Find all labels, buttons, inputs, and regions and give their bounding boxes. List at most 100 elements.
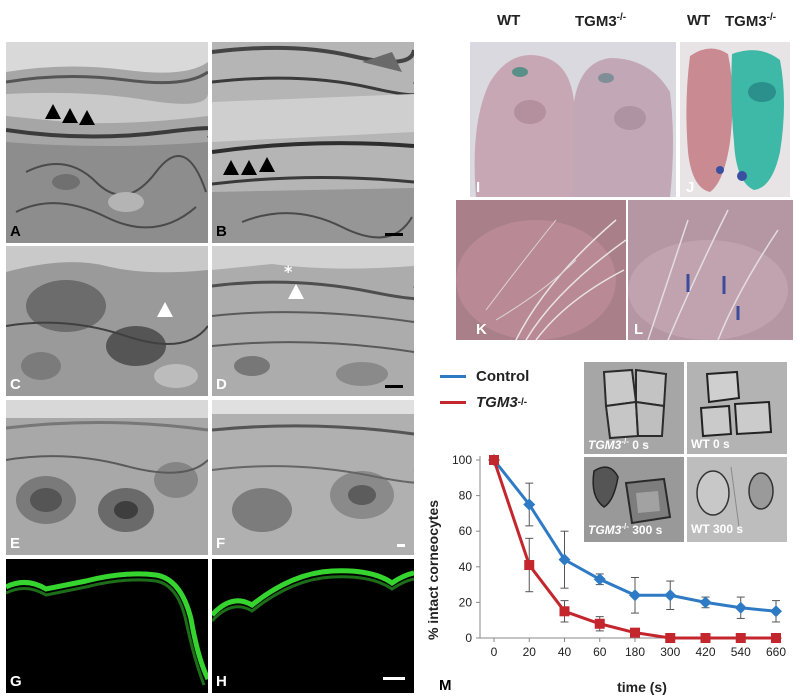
legend-label-tgm3: TGM3 <box>476 394 518 411</box>
data-point-tgm3 <box>630 627 640 638</box>
legend-label-tgm3-sup: -/- <box>517 397 528 408</box>
x-tick-label: 540 <box>731 645 751 659</box>
y-tick-label: 60 <box>459 524 473 538</box>
tgm3-label-sup: -/- <box>766 12 777 23</box>
inset-tgm3-base: TGM3 <box>588 523 622 537</box>
panel-label-e: E <box>10 535 21 552</box>
panel-l-photo <box>628 200 793 340</box>
corneocyte-chart: % intact corneocytes time (s) 0 20 40 60 80 1… <box>425 453 786 695</box>
tgm3-label-base: TGM3 <box>725 13 767 30</box>
panel-e-micrograph <box>6 400 208 555</box>
data-point-control <box>699 596 712 609</box>
inset-tgm3-sup: -/- <box>621 437 629 446</box>
panel-label-k: K <box>476 321 487 338</box>
data-point-tgm3 <box>559 606 570 617</box>
y-tick-label: 80 <box>459 489 473 503</box>
x-tick-label: 0 <box>491 645 498 659</box>
data-point-tgm3 <box>524 560 535 571</box>
panel-label-h: H <box>216 673 227 690</box>
panel-label-j: J <box>686 179 695 196</box>
data-point-control <box>523 498 536 511</box>
data-point-control <box>593 573 606 586</box>
scale-bar <box>385 385 403 388</box>
asterisk-icon: * <box>284 262 293 281</box>
x-tick-label: 40 <box>558 645 572 659</box>
panel-label-l: L <box>634 321 644 338</box>
inset-tgm3-sup: -/- <box>621 522 629 531</box>
wt-label: WT <box>687 12 711 29</box>
panel-label-m: M <box>439 677 452 694</box>
arrowhead-icon <box>79 110 95 125</box>
x-tick-label: 300 <box>660 645 680 659</box>
inset-time: 300 s <box>628 523 663 537</box>
x-axis-title: time (s) <box>617 679 667 695</box>
panel-label-a: A <box>10 223 21 240</box>
arrowhead-icon <box>288 284 304 299</box>
data-point-control <box>734 601 747 614</box>
data-point-tgm3 <box>771 633 781 643</box>
panel-label-f: F <box>216 535 226 552</box>
arrowhead-icon <box>259 157 275 172</box>
x-tick-label: 180 <box>625 645 645 659</box>
inset-tgm3-0s <box>584 362 684 454</box>
panel-f-micrograph <box>212 400 414 555</box>
tgm3-label-base: TGM3 <box>575 13 617 30</box>
arrowhead-icon <box>45 104 61 119</box>
panel-label-g: G <box>10 673 22 690</box>
panel-h-fluorescence <box>212 559 414 693</box>
x-tick-label: 420 <box>695 645 715 659</box>
data-point-tgm3 <box>594 618 605 629</box>
inset-tgm3-base: TGM3 <box>588 438 622 452</box>
inset-wt-300s <box>687 457 787 542</box>
panel-k-photo <box>456 200 626 340</box>
data-point-tgm3 <box>700 633 711 643</box>
x-tick-label: 660 <box>766 645 786 659</box>
arrowhead-icon <box>241 160 257 175</box>
legend-control: Control <box>440 368 529 385</box>
y-tick-label: 100 <box>452 453 472 467</box>
panel-label-d: D <box>216 376 227 393</box>
arrowhead-icon <box>62 108 78 123</box>
arrowhead-icon <box>157 302 173 317</box>
y-axis-title: % intact corneocytes <box>425 500 441 640</box>
tgm3-label: TGM3-/- <box>725 12 776 30</box>
data-point-control <box>629 589 641 602</box>
data-point-tgm3 <box>665 633 676 643</box>
wt-label: WT <box>497 12 521 29</box>
panel-label-b: B <box>216 223 227 240</box>
scale-bar <box>397 544 405 547</box>
legend-label-control: Control <box>476 368 530 385</box>
arrowhead-icon <box>223 160 239 175</box>
panel-b-micrograph <box>212 42 414 243</box>
inset-label-wt-300s: WT 300 s <box>691 522 744 536</box>
panel-d-micrograph <box>212 246 414 396</box>
y-tick-label: 0 <box>465 631 472 645</box>
legend-swatch-tgm3 <box>440 401 466 404</box>
inset-time: 0 s <box>628 438 649 452</box>
scale-bar <box>385 233 403 236</box>
panel-g-fluorescence <box>6 559 208 693</box>
x-tick-label: 20 <box>523 645 537 659</box>
data-point-tgm3 <box>489 455 499 465</box>
y-tick-label: 40 <box>459 560 473 574</box>
panel-a-micrograph <box>6 42 208 243</box>
panel-c-micrograph <box>6 246 208 396</box>
inset-label-tgm3-0s: TGM3-/- 0 s <box>588 437 649 452</box>
inset-tgm3-300s <box>584 457 684 542</box>
x-tick-label: 60 <box>593 645 607 659</box>
legend-swatch-control <box>440 375 466 378</box>
data-point-control <box>558 553 571 566</box>
inset-label-tgm3-300s: TGM3-/- 300 s <box>588 522 662 537</box>
tgm3-label-sup: -/- <box>616 12 627 23</box>
data-point-control <box>664 589 677 602</box>
y-tick-label: 20 <box>459 595 473 609</box>
panel-j-photo <box>680 42 790 197</box>
scale-bar <box>383 677 405 680</box>
panel-i-photo <box>470 42 676 197</box>
tgm3-label: TGM3-/- <box>575 12 626 30</box>
data-point-tgm3 <box>735 633 746 643</box>
panel-label-i: I <box>476 179 481 196</box>
data-point-control <box>770 605 782 618</box>
inset-label-wt-0s: WT 0 s <box>691 437 730 451</box>
legend-tgm3: TGM3 -/- <box>440 394 527 411</box>
